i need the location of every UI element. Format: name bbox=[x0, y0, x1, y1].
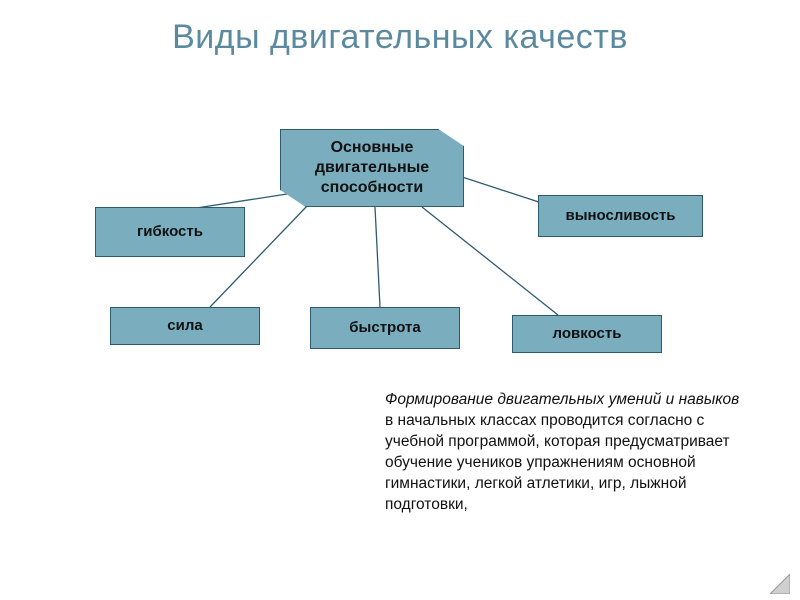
node-vynos: выносливость bbox=[538, 195, 703, 237]
page-curl-path bbox=[770, 574, 790, 594]
page-title: Виды двигательных качеств bbox=[0, 0, 800, 57]
body-rest: в начальных классах проводится согласно … bbox=[385, 412, 730, 513]
node-bystrota: быстрота bbox=[310, 307, 460, 349]
edge-central-bystrota bbox=[375, 207, 380, 307]
node-lovkost: ловкость bbox=[512, 315, 662, 353]
node-sila: сила bbox=[110, 307, 260, 345]
body-italic-prefix: Формирование двигательных умений и навык… bbox=[385, 391, 739, 408]
node-gibkost: гибкость bbox=[95, 207, 245, 257]
edge-central-vynos bbox=[456, 175, 548, 205]
page-curl-icon bbox=[770, 574, 790, 594]
node-central: Основные двигательные способности bbox=[280, 129, 464, 207]
body-paragraph: Формирование двигательных умений и навык… bbox=[385, 390, 745, 516]
diagram-canvas: Основные двигательные способности гибкост… bbox=[0, 57, 800, 377]
